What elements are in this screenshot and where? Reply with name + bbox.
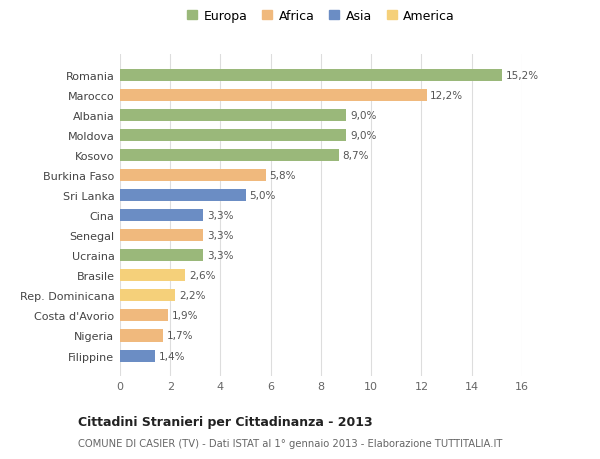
Text: 8,7%: 8,7% [343,151,369,161]
Bar [120,270,185,282]
Bar [120,90,427,102]
Bar [120,190,245,202]
Text: 2,2%: 2,2% [179,291,206,301]
Text: 2,6%: 2,6% [189,271,215,281]
Text: Cittadini Stranieri per Cittadinanza - 2013: Cittadini Stranieri per Cittadinanza - 2… [78,415,373,428]
Text: 3,3%: 3,3% [206,231,233,241]
Text: 5,0%: 5,0% [250,191,276,201]
Bar [120,170,266,182]
Legend: Europa, Africa, Asia, America: Europa, Africa, Asia, America [187,10,455,23]
Text: 12,2%: 12,2% [430,91,463,101]
Text: 9,0%: 9,0% [350,111,376,121]
Bar [120,230,203,242]
Text: 3,3%: 3,3% [206,211,233,221]
Bar [120,110,346,122]
Text: 1,9%: 1,9% [172,311,198,321]
Text: 1,4%: 1,4% [159,351,185,361]
Text: 15,2%: 15,2% [506,71,539,81]
Bar [120,130,346,142]
Text: 1,7%: 1,7% [166,331,193,341]
Bar [120,350,155,362]
Bar [120,150,338,162]
Text: 3,3%: 3,3% [206,251,233,261]
Text: 9,0%: 9,0% [350,131,376,141]
Bar [120,70,502,82]
Bar [120,330,163,342]
Bar [120,250,203,262]
Bar [120,210,203,222]
Text: 5,8%: 5,8% [269,171,296,181]
Text: COMUNE DI CASIER (TV) - Dati ISTAT al 1° gennaio 2013 - Elaborazione TUTTITALIA.: COMUNE DI CASIER (TV) - Dati ISTAT al 1°… [78,438,502,448]
Bar [120,290,175,302]
Bar [120,310,168,322]
